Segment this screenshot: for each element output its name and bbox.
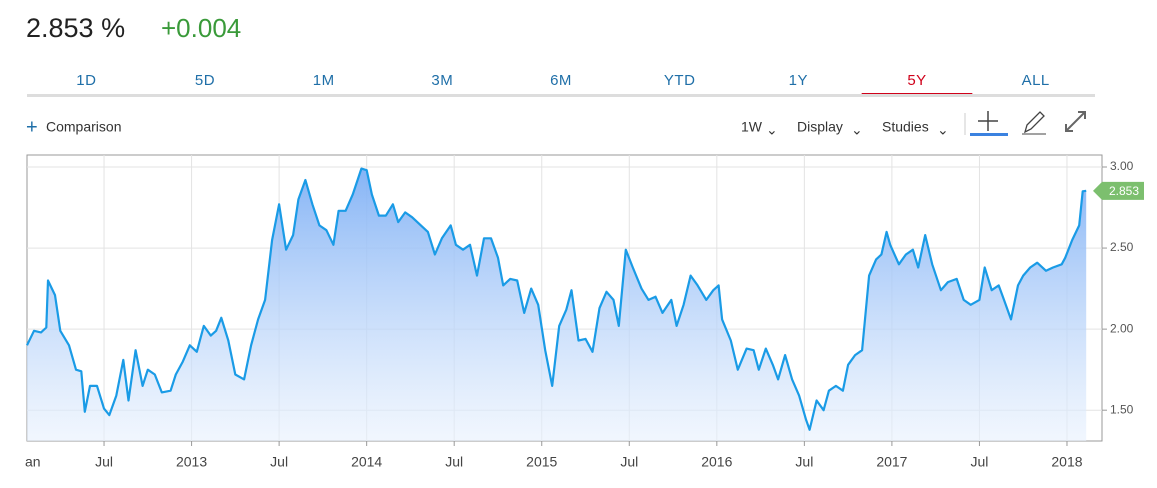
price-change: +0.004 xyxy=(161,13,241,43)
fullscreen-button[interactable] xyxy=(1065,111,1086,132)
x-tick-label: 2014 xyxy=(351,454,382,470)
area xyxy=(27,168,1087,441)
tab-track xyxy=(27,94,1095,97)
price: 2.853 % xyxy=(26,13,125,43)
y-tick-label: 2.50 xyxy=(1110,240,1134,254)
y-tick-label: 2.00 xyxy=(1110,321,1134,335)
caret: ⌄ xyxy=(937,122,949,138)
interval-button[interactable]: 1W xyxy=(741,119,763,135)
draw-button[interactable] xyxy=(1022,111,1046,135)
range-tab[interactable]: 1D xyxy=(76,72,96,89)
x-tick-label: Jul xyxy=(95,454,113,470)
caret: ⌄ xyxy=(766,122,778,138)
range-tab[interactable]: 1Y xyxy=(789,72,808,89)
y-tick-label: 3.00 xyxy=(1110,159,1134,173)
x-tick-label: Jul xyxy=(795,454,813,470)
line xyxy=(26,167,1087,431)
crosshair-button[interactable] xyxy=(970,111,1008,136)
x-tick-label: 2016 xyxy=(701,454,732,470)
comparison-button[interactable]: Comparison xyxy=(46,119,121,135)
x-tick-label: an xyxy=(25,454,41,470)
plus-icon: + xyxy=(26,116,38,138)
x-tick-label: Jul xyxy=(970,454,988,470)
range-tabs: 1D 5D 1M 3M 6M YTD 1Y 5Y ALL xyxy=(76,72,1050,96)
x-tick-label: 2018 xyxy=(1051,454,1082,470)
display-button[interactable]: Display xyxy=(797,119,843,135)
x-tick-label: Jul xyxy=(445,454,463,470)
range-tab[interactable]: ALL xyxy=(1022,72,1050,89)
range-tab[interactable]: YTD xyxy=(664,72,696,89)
y-tick-label: 1.50 xyxy=(1110,402,1134,416)
last-value-badge xyxy=(1093,181,1144,200)
x-tick-label: 2015 xyxy=(526,454,557,470)
range-tab[interactable]: 5D xyxy=(195,72,215,89)
x-tick-label: Jul xyxy=(270,454,288,470)
range-tab[interactable]: 6M xyxy=(550,72,572,89)
range-tab[interactable]: 3M xyxy=(431,72,453,89)
x-tick-label: 2017 xyxy=(876,454,907,470)
last-value-label: 2.853 xyxy=(1109,184,1139,198)
x-tick-label: Jul xyxy=(620,454,638,470)
x-tick-label: 2013 xyxy=(176,454,207,470)
plot: 1.50 2.00 2.50 3.00 an Jul 2013 Jul 2014 Jul 2015 J… xyxy=(25,155,1144,470)
range-tab[interactable]: 1M xyxy=(313,72,335,89)
range-tab[interactable]: 5Y xyxy=(907,72,926,89)
caret: ⌄ xyxy=(851,122,863,138)
studies-button[interactable]: Studies xyxy=(882,119,929,135)
